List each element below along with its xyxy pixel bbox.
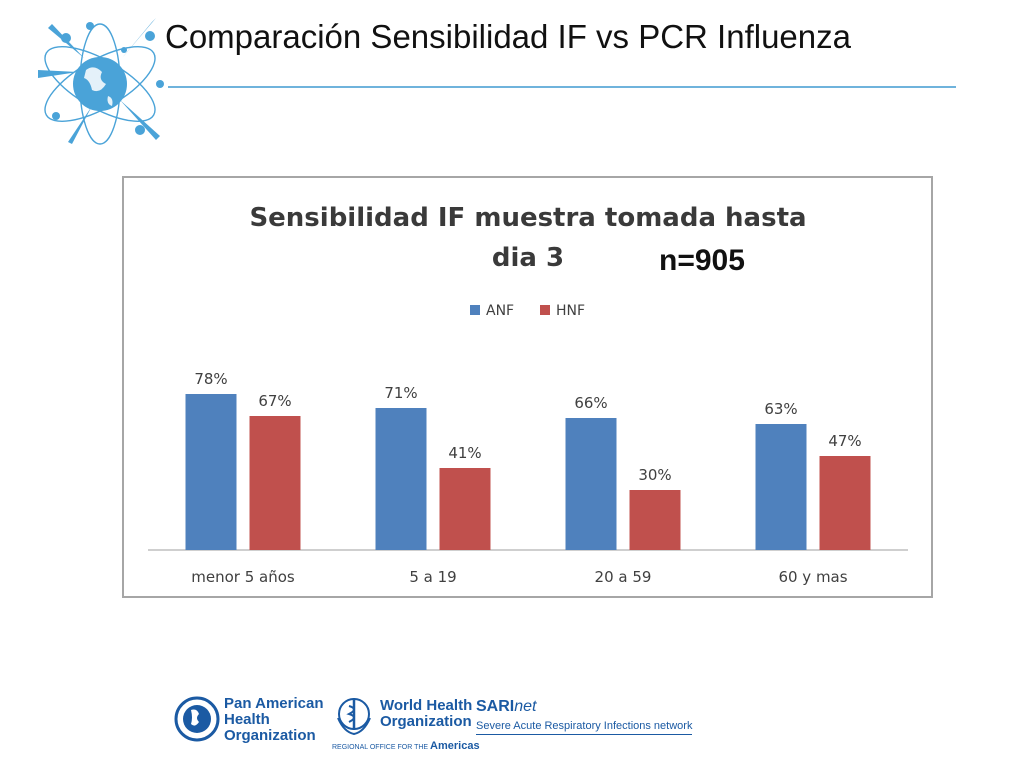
data-label: 63% xyxy=(764,400,797,418)
data-label: 66% xyxy=(574,394,607,412)
data-label: 47% xyxy=(828,432,861,450)
data-label: 41% xyxy=(448,444,481,462)
who-emblem-icon xyxy=(337,698,371,736)
bar-hnf xyxy=(819,456,871,550)
legend-label-anf: ANF xyxy=(486,303,514,319)
chart-title: dia 3 xyxy=(492,243,564,273)
data-label: 67% xyxy=(258,392,291,410)
slide-title: Comparación Sensibilidad IF vs PCR Influ… xyxy=(165,18,851,55)
bar-hnf xyxy=(439,468,491,550)
who-line: Organization xyxy=(380,713,472,730)
data-label: 78% xyxy=(194,370,227,388)
paho-name: Pan American Health Organization xyxy=(224,696,324,744)
bar-hnf xyxy=(249,416,301,550)
sample-size-annotation: n=905 xyxy=(659,244,745,277)
sarinet-name-bold: SARI xyxy=(476,698,515,715)
paho-emblem-icon xyxy=(174,696,220,742)
legend-label-hnf: HNF xyxy=(556,303,585,319)
bar-anf xyxy=(565,418,617,550)
chart-title: Sensibilidad IF muestra tomada hasta xyxy=(249,203,806,233)
who-regional-office: REGIONAL OFFICE FOR THE Americas xyxy=(332,740,480,752)
title-divider xyxy=(168,86,956,88)
x-tick-label: 20 a 59 xyxy=(595,568,652,586)
x-tick-label: menor 5 años xyxy=(191,568,295,586)
bar-anf xyxy=(375,408,427,550)
paho-line: Organization xyxy=(224,727,316,744)
x-tick-label: 5 a 19 xyxy=(409,568,456,586)
sarinet-subtitle: Severe Acute Respiratory Infections netw… xyxy=(476,720,693,735)
sarinet-name: SARInet xyxy=(476,698,536,716)
who-line: World Health xyxy=(380,697,473,714)
bar-anf xyxy=(185,394,237,550)
paho-line: Health xyxy=(224,711,270,728)
footer-logos: Pan American Health Organization World H… xyxy=(170,690,730,760)
legend-swatch-anf xyxy=(470,305,480,315)
who-name: World Health Organization xyxy=(380,698,472,730)
bar-hnf xyxy=(629,490,681,550)
globe-molecule-icon xyxy=(38,18,164,145)
data-label: 30% xyxy=(638,466,671,484)
who-regional-name: Americas xyxy=(430,740,480,752)
paho-line: Pan American xyxy=(224,695,324,712)
sarinet-name-italic: net xyxy=(514,698,537,715)
data-label: 71% xyxy=(384,384,417,402)
bar-anf xyxy=(755,424,807,550)
who-regional-prefix: REGIONAL OFFICE FOR THE xyxy=(332,744,429,751)
x-tick-label: 60 y mas xyxy=(778,568,847,586)
legend-swatch-hnf xyxy=(540,305,550,315)
